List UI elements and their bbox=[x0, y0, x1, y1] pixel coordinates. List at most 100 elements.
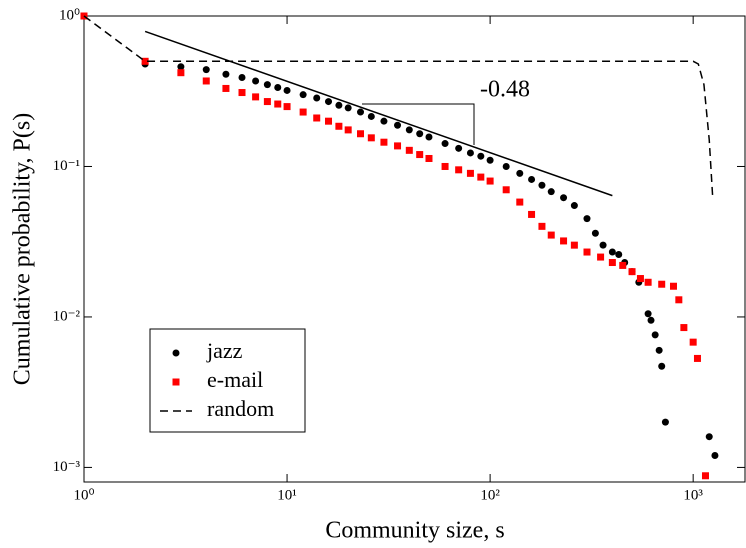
data-point bbox=[263, 98, 271, 106]
data-point bbox=[583, 215, 591, 223]
x-tick-label: 10⁰ bbox=[73, 487, 94, 503]
legend-swatch bbox=[172, 349, 180, 357]
data-point bbox=[416, 151, 424, 159]
data-point bbox=[647, 316, 655, 324]
legend-label: e-mail bbox=[207, 367, 263, 392]
data-point bbox=[252, 77, 260, 85]
data-point bbox=[263, 81, 271, 89]
data-point bbox=[177, 63, 185, 71]
data-point bbox=[680, 324, 688, 332]
data-point bbox=[222, 84, 230, 92]
data-point bbox=[441, 162, 449, 170]
legend-swatch bbox=[172, 378, 180, 386]
data-point bbox=[357, 108, 365, 116]
y-tick-label: 10⁻³ bbox=[53, 459, 81, 475]
data-point bbox=[274, 83, 282, 91]
data-point bbox=[644, 310, 652, 318]
data-point bbox=[405, 126, 413, 134]
data-point bbox=[608, 259, 616, 267]
data-point bbox=[202, 77, 210, 85]
data-point bbox=[325, 98, 333, 106]
data-point bbox=[658, 280, 666, 288]
data-point bbox=[655, 346, 663, 354]
data-point bbox=[486, 177, 494, 185]
data-point bbox=[416, 130, 424, 138]
data-point bbox=[455, 166, 463, 174]
data-point bbox=[455, 144, 463, 152]
data-point bbox=[669, 282, 677, 290]
slope-annotation: -0.48 bbox=[480, 77, 530, 103]
data-point bbox=[222, 70, 230, 78]
data-point bbox=[299, 108, 307, 116]
data-point bbox=[441, 140, 449, 148]
data-point bbox=[477, 152, 485, 160]
data-point bbox=[486, 156, 494, 164]
data-point bbox=[693, 354, 701, 362]
data-point bbox=[570, 202, 578, 210]
data-point bbox=[283, 86, 291, 94]
data-point bbox=[689, 338, 697, 346]
data-point bbox=[394, 142, 402, 150]
x-axis-label: Community size, s bbox=[325, 518, 504, 544]
data-point bbox=[274, 100, 282, 108]
data-point bbox=[313, 114, 321, 122]
data-point bbox=[335, 122, 343, 130]
data-point bbox=[608, 248, 616, 256]
data-point bbox=[538, 222, 546, 230]
data-point bbox=[466, 169, 474, 177]
data-point bbox=[502, 162, 510, 170]
x-tick-label: 10¹ bbox=[277, 487, 297, 503]
data-point bbox=[357, 130, 365, 138]
data-point bbox=[615, 251, 623, 259]
data-point bbox=[597, 253, 605, 261]
data-point bbox=[335, 101, 343, 109]
data-point bbox=[252, 93, 260, 101]
data-point bbox=[547, 231, 555, 239]
data-point bbox=[177, 69, 185, 77]
data-point bbox=[528, 175, 536, 183]
data-point bbox=[299, 91, 307, 99]
data-point bbox=[425, 154, 433, 162]
data-point bbox=[380, 117, 388, 125]
data-point bbox=[394, 121, 402, 129]
data-point bbox=[325, 117, 333, 125]
data-point bbox=[380, 138, 388, 146]
data-point bbox=[202, 66, 210, 74]
data-point bbox=[502, 186, 510, 194]
data-point bbox=[599, 241, 607, 249]
data-point bbox=[583, 248, 591, 256]
data-point bbox=[313, 94, 321, 102]
data-point bbox=[619, 261, 627, 269]
data-point bbox=[538, 181, 546, 189]
slope-bracket bbox=[362, 103, 475, 145]
data-point bbox=[528, 210, 536, 218]
fit-line bbox=[144, 30, 613, 197]
data-point bbox=[466, 149, 474, 157]
data-point bbox=[705, 433, 713, 441]
y-tick-label: 10⁻² bbox=[53, 308, 81, 324]
data-point bbox=[238, 89, 246, 97]
data-point bbox=[344, 126, 352, 134]
data-point bbox=[560, 237, 568, 245]
legend-label: random bbox=[207, 396, 274, 421]
data-point bbox=[570, 241, 578, 249]
random-line bbox=[83, 15, 714, 200]
data-point bbox=[636, 275, 644, 283]
data-point bbox=[477, 173, 485, 181]
data-point bbox=[675, 296, 683, 304]
data-point bbox=[344, 104, 352, 112]
x-tick-label: 10³ bbox=[683, 487, 703, 503]
data-point bbox=[560, 194, 568, 202]
legend-label: jazz bbox=[206, 338, 243, 363]
y-tick-label: 10⁻¹ bbox=[53, 158, 80, 174]
plot-frame bbox=[83, 15, 746, 483]
data-point bbox=[283, 103, 291, 111]
data-point bbox=[701, 472, 709, 480]
data-point bbox=[591, 229, 599, 237]
data-point bbox=[661, 418, 669, 426]
data-point bbox=[367, 112, 375, 120]
data-point bbox=[367, 134, 375, 142]
y-axis-label: Cumulative probability, P(s) bbox=[10, 113, 36, 385]
data-point bbox=[405, 146, 413, 154]
data-point bbox=[516, 169, 524, 177]
